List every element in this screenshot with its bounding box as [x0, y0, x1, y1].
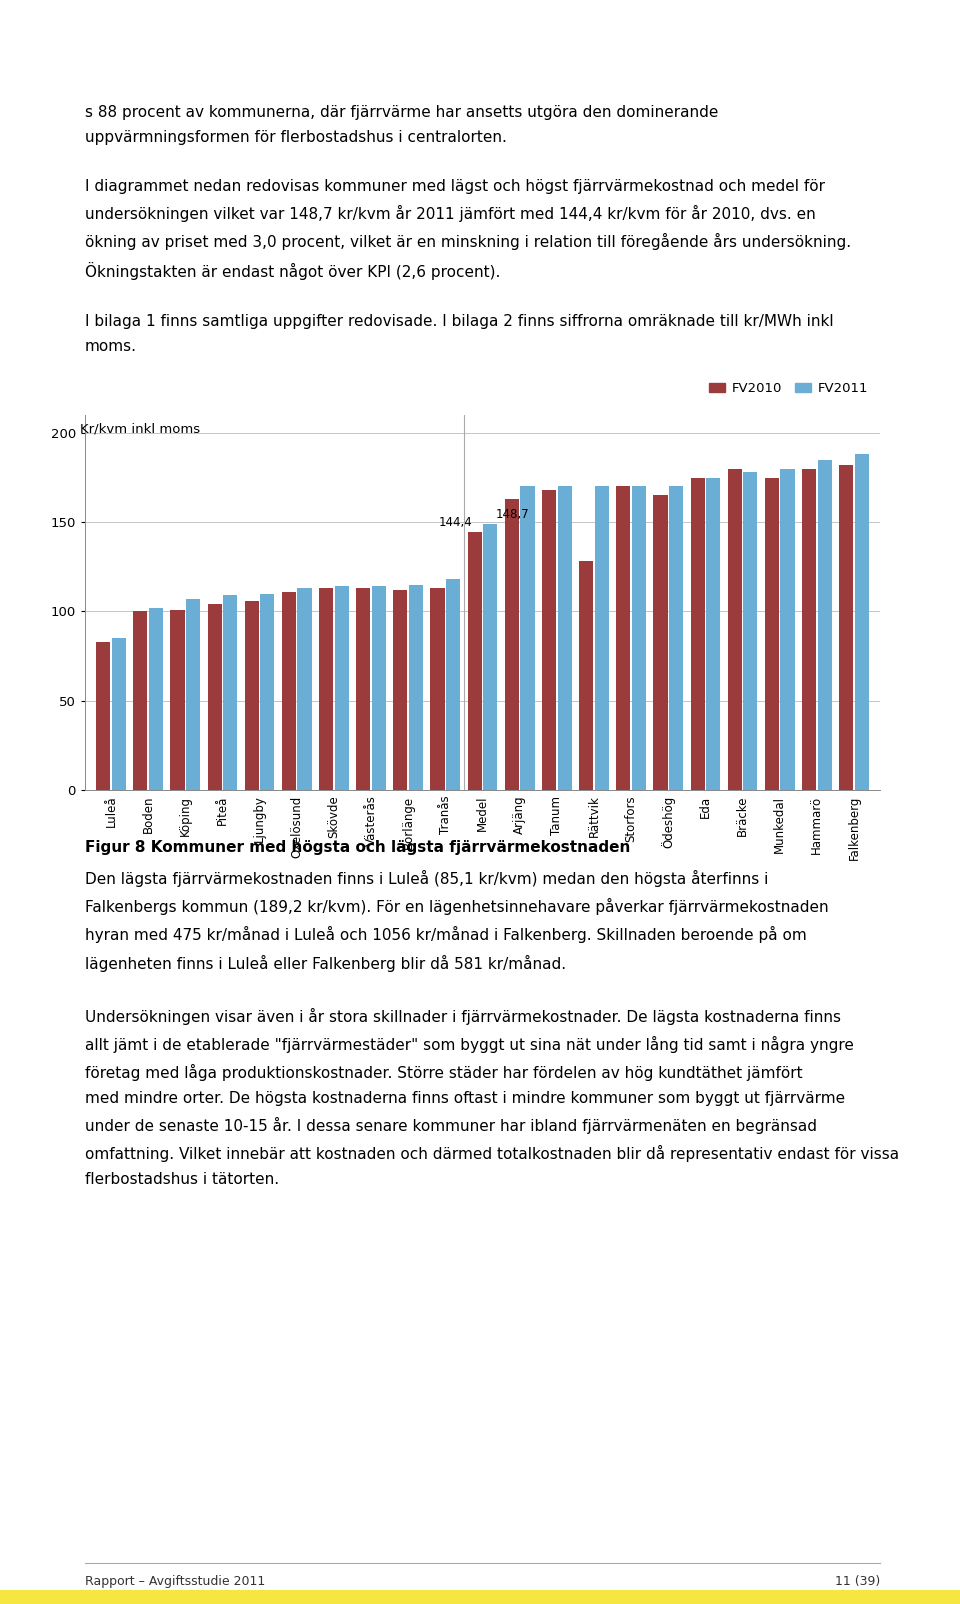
Bar [111, 638, 126, 791]
Bar [133, 611, 148, 791]
Bar [579, 561, 593, 791]
Bar [409, 584, 423, 791]
Bar [483, 525, 497, 791]
Bar [690, 478, 705, 791]
Bar [558, 486, 571, 791]
Bar [468, 533, 482, 791]
Bar [171, 610, 184, 791]
Text: Kr/kvm inkl moms: Kr/kvm inkl moms [80, 422, 200, 436]
Bar [728, 468, 742, 791]
Bar [669, 486, 684, 791]
Bar [149, 608, 163, 791]
Bar [282, 592, 296, 791]
Bar [96, 642, 110, 791]
Bar [446, 579, 460, 791]
Bar [260, 593, 275, 791]
Bar [594, 486, 609, 791]
Text: Figur 8 Kommuner med högsta och lägsta fjärrvärmekostnaden: Figur 8 Kommuner med högsta och lägsta f… [85, 840, 631, 855]
Legend: FV2010, FV2011: FV2010, FV2011 [704, 377, 874, 399]
Bar [319, 589, 333, 791]
Bar [854, 454, 869, 791]
Bar [186, 598, 201, 791]
Bar [839, 465, 853, 791]
Bar [356, 589, 371, 791]
Bar [207, 605, 222, 791]
Bar [223, 595, 237, 791]
Bar [743, 472, 757, 791]
Bar [298, 589, 312, 791]
Text: Den lägsta fjärrvärmekostnaden finns i Luleå (85,1 kr/kvm) medan den högsta åter: Den lägsta fjärrvärmekostnaden finns i L… [85, 869, 900, 1187]
Bar [707, 478, 720, 791]
Text: 144,4: 144,4 [439, 515, 473, 529]
Bar [765, 478, 779, 791]
Bar [654, 496, 667, 791]
Text: s 88 procent av kommunerna, där fjärrvärme har ansetts utgöra den dominerande
up: s 88 procent av kommunerna, där fjärrvär… [85, 104, 852, 354]
Bar [616, 486, 631, 791]
Bar [394, 590, 407, 791]
Bar [372, 587, 386, 791]
Bar [335, 587, 348, 791]
Bar [245, 602, 259, 791]
Bar [542, 489, 556, 791]
Bar [520, 486, 535, 791]
Bar [430, 589, 444, 791]
Bar [632, 486, 646, 791]
Bar [818, 460, 831, 791]
Text: Rapport – Avgiftsstudie 2011: Rapport – Avgiftsstudie 2011 [85, 1575, 265, 1588]
Bar [505, 499, 519, 791]
Bar [802, 468, 816, 791]
Bar [780, 468, 795, 791]
Text: 148,7: 148,7 [496, 508, 530, 521]
Text: 11 (39): 11 (39) [835, 1575, 880, 1588]
